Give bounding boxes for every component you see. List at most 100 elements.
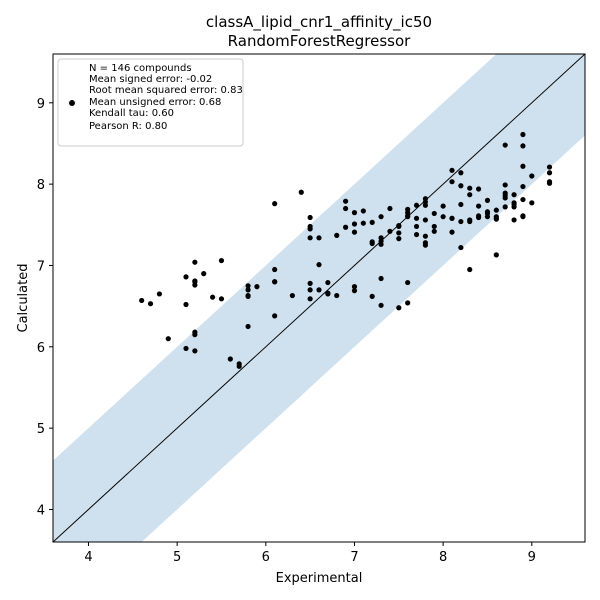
- data-point: [458, 244, 464, 251]
- data-point: [422, 242, 428, 248]
- data-point: [493, 252, 499, 258]
- data-point: [431, 223, 437, 230]
- legend-line-n: N = 146 compounds: [89, 63, 192, 74]
- data-point: [227, 356, 233, 362]
- data-point: [325, 279, 331, 286]
- data-point: [351, 221, 358, 227]
- y-tick-label: 9: [37, 97, 45, 112]
- y-tick-label: 5: [37, 422, 45, 437]
- data-point: [378, 214, 384, 220]
- data-point: [449, 167, 455, 173]
- legend-line-mse: Mean signed error: -0.02: [89, 74, 212, 85]
- data-point: [201, 271, 207, 277]
- data-point: [529, 200, 535, 206]
- data-points: [139, 131, 553, 369]
- data-point: [307, 296, 313, 302]
- data-point: [351, 210, 358, 216]
- data-point: [272, 266, 278, 273]
- data-point: [458, 218, 464, 225]
- data-point: [449, 229, 455, 235]
- data-point: [413, 223, 420, 230]
- data-point: [520, 196, 526, 203]
- data-point: [307, 280, 313, 286]
- x-tick-label: 4: [84, 550, 92, 565]
- data-point: [245, 287, 251, 293]
- identity-line: [53, 54, 585, 542]
- data-point: [298, 189, 304, 195]
- data-point: [520, 131, 526, 138]
- data-point: [405, 214, 411, 220]
- data-point: [351, 229, 358, 235]
- data-point: [449, 215, 455, 221]
- data-point: [511, 192, 517, 198]
- data-point: [484, 210, 491, 217]
- data-point: [245, 283, 251, 289]
- data-point: [493, 207, 499, 213]
- x-tick-label: 6: [262, 550, 270, 565]
- data-point: [476, 203, 482, 209]
- data-point: [343, 224, 349, 230]
- data-point: [440, 203, 446, 209]
- data-point: [405, 300, 411, 306]
- data-point: [245, 323, 251, 330]
- data-point: [369, 240, 375, 247]
- data-point: [272, 279, 278, 285]
- data-point: [467, 192, 473, 198]
- y-axis-label: Calculated: [16, 264, 31, 333]
- data-point: [396, 230, 402, 236]
- data-point: [396, 236, 402, 242]
- chart-subtitle: RandomForestRegressor: [228, 32, 412, 50]
- data-point: [183, 274, 189, 280]
- data-point: [458, 201, 464, 208]
- data-point: [192, 279, 198, 285]
- data-point: [413, 215, 420, 221]
- data-point: [476, 186, 482, 192]
- y-tick-label: 6: [37, 341, 45, 356]
- chart-title: classA_lipid_cnr1_affinity_ic50: [206, 13, 432, 32]
- legend-marker: [69, 100, 75, 106]
- data-point: [502, 204, 508, 210]
- data-point: [546, 180, 553, 186]
- data-point: [387, 205, 393, 212]
- data-point: [546, 170, 553, 176]
- data-point: [165, 336, 171, 342]
- legend-line-pearson: Pearson R: 0.80: [89, 121, 167, 132]
- legend-box: [57, 58, 244, 147]
- data-point: [218, 257, 225, 264]
- data-point: [467, 185, 473, 191]
- data-point: [289, 292, 295, 299]
- data-point: [520, 143, 526, 149]
- y-tick-label: 4: [37, 503, 45, 518]
- data-point: [316, 262, 322, 268]
- data-point: [511, 217, 517, 223]
- data-point: [351, 288, 358, 294]
- data-point: [245, 293, 251, 299]
- data-point: [334, 292, 340, 299]
- data-point: [351, 284, 358, 290]
- data-point: [396, 223, 402, 229]
- data-point: [502, 195, 508, 201]
- data-point: [458, 170, 464, 176]
- data-point: [396, 305, 402, 311]
- data-point: [520, 183, 526, 190]
- data-point: [422, 217, 428, 223]
- y-tick-label: 8: [37, 178, 45, 193]
- x-axis-label: Experimental: [276, 571, 363, 586]
- data-point: [493, 215, 499, 221]
- data-point: [307, 226, 313, 232]
- data-point: [307, 235, 313, 241]
- data-point: [272, 201, 278, 207]
- data-point: [156, 291, 162, 297]
- data-point: [431, 228, 437, 234]
- data-point: [440, 214, 446, 220]
- data-point: [467, 218, 473, 225]
- data-point: [502, 182, 508, 188]
- data-point: [192, 259, 198, 265]
- data-point: [529, 173, 535, 179]
- x-tick-label: 5: [173, 550, 181, 565]
- data-point: [360, 208, 366, 214]
- data-point: [343, 205, 349, 212]
- data-point: [378, 302, 384, 308]
- data-point: [449, 179, 455, 185]
